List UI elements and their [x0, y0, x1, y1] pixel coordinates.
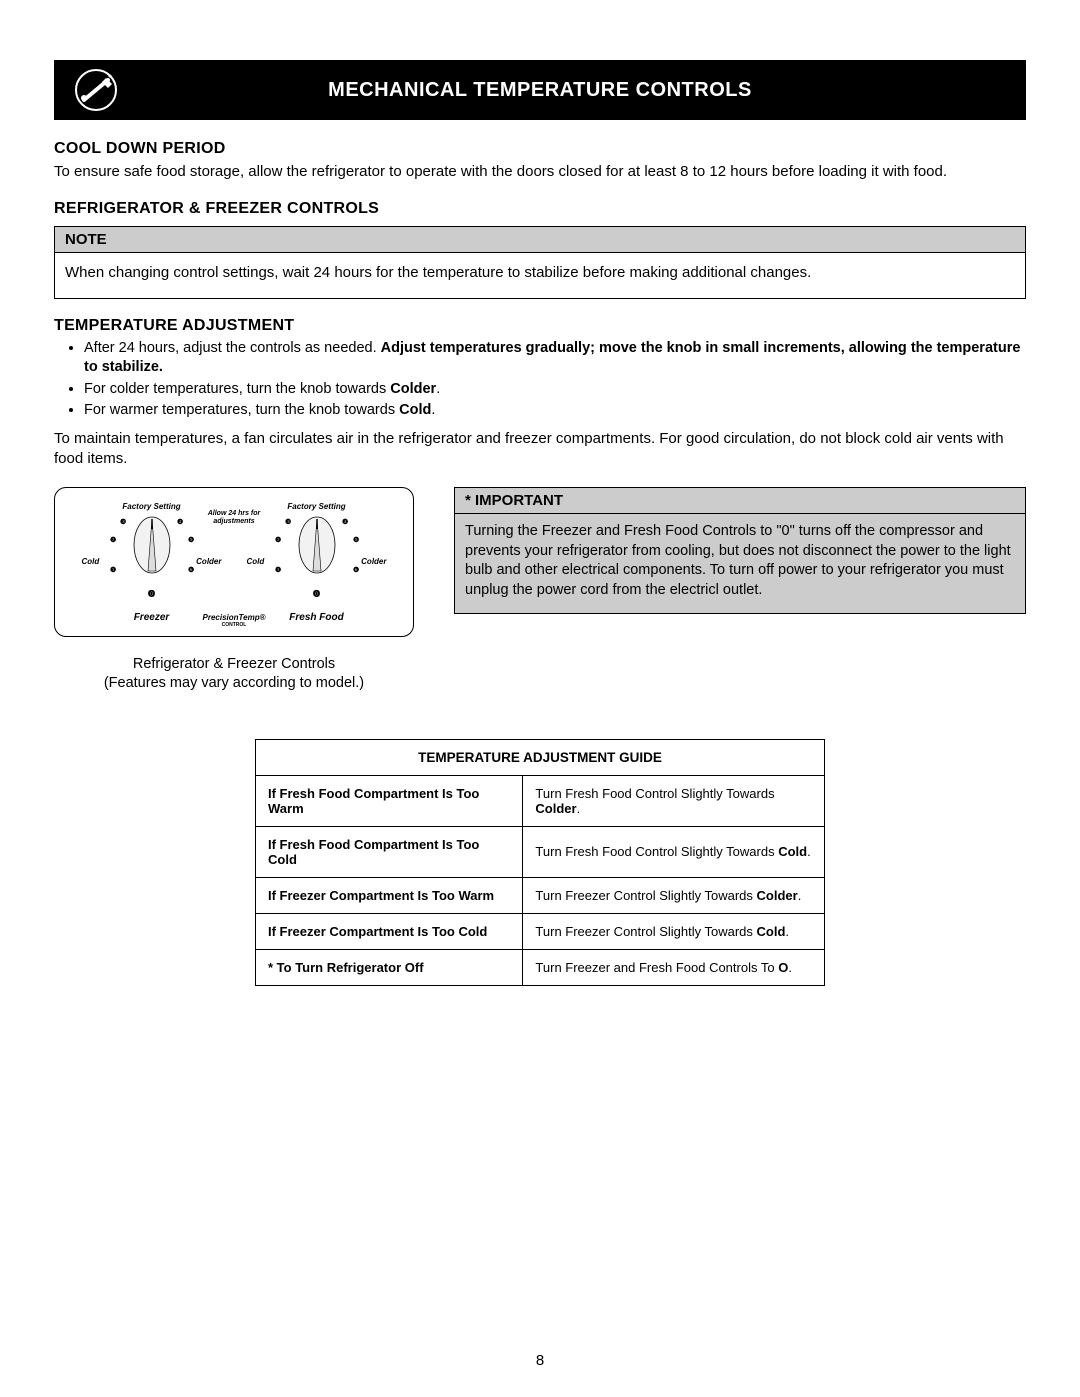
table-row: If Freezer Compartment Is Too Cold Turn …: [256, 913, 825, 949]
freezer-dial-numbers: ❸ ❹ ❷ ❺ ❶ ❻ ⓿: [82, 510, 222, 600]
temp-adjust-after-text: To maintain temperatures, a fan circulat…: [54, 429, 1026, 470]
table-row: If Fresh Food Compartment Is Too Cold Tu…: [256, 826, 825, 877]
controls-heading: REFRIGERATOR & FREEZER CONTROLS: [54, 200, 1026, 218]
svg-text:❶: ❶: [110, 566, 116, 574]
action-cell: Turn Fresh Food Control Slightly Towards…: [523, 775, 825, 826]
freshfood-label: Fresh Food: [247, 612, 387, 623]
bullet-text-pre: After 24 hours, adjust the controls as n…: [84, 340, 381, 356]
header-bar: MECHANICAL TEMPERATURE CONTROLS: [54, 60, 1026, 120]
action-cell: Turn Freezer Control Slightly Towards Co…: [523, 877, 825, 913]
temp-adjust-heading: TEMPERATURE ADJUSTMENT: [54, 317, 1026, 335]
svg-text:❷: ❷: [110, 536, 116, 544]
action-cell: Turn Fresh Food Control Slightly Towards…: [523, 826, 825, 877]
bullet-text-bold: Colder: [390, 381, 436, 397]
svg-text:❻: ❻: [188, 566, 194, 574]
condition-cell: If Fresh Food Compartment Is Too Cold: [256, 826, 523, 877]
cool-down-heading: COOL DOWN PERIOD: [54, 140, 1026, 158]
bullet-text-pre: For warmer temperatures, turn the knob t…: [84, 402, 399, 418]
bullet-text-pre: For colder temperatures, turn the knob t…: [84, 381, 390, 397]
action-cell: Turn Freezer Control Slightly Towards Co…: [523, 913, 825, 949]
important-title: * IMPORTANT: [455, 488, 1025, 514]
note-box: NOTE When changing control settings, wai…: [54, 226, 1026, 298]
list-item: For colder temperatures, turn the knob t…: [84, 380, 1026, 400]
table-title: TEMPERATURE ADJUSTMENT GUIDE: [256, 739, 825, 775]
dial-panel: Allow 24 hrs for adjustments Factory Set…: [54, 487, 414, 693]
important-body: Turning the Freezer and Fresh Food Contr…: [455, 514, 1025, 612]
page-title: MECHANICAL TEMPERATURE CONTROLS: [138, 79, 1006, 102]
page-number: 8: [536, 1352, 544, 1369]
condition-cell: If Fresh Food Compartment Is Too Warm: [256, 775, 523, 826]
action-cell: Turn Freezer and Fresh Food Controls To …: [523, 949, 825, 985]
condition-cell: * To Turn Refrigerator Off: [256, 949, 523, 985]
freezer-label: Freezer: [82, 612, 222, 623]
cool-down-text: To ensure safe food storage, allow the r…: [54, 162, 1026, 182]
freshfood-dial: Factory Setting Cold Colder ❸ ❹ ❷ ❺ ❶: [247, 502, 387, 626]
svg-text:❹: ❹: [177, 518, 183, 526]
bullet-text-post: .: [436, 381, 440, 397]
table-row: * To Turn Refrigerator Off Turn Freezer …: [256, 949, 825, 985]
table-row: If Fresh Food Compartment Is Too Warm Tu…: [256, 775, 825, 826]
table-row: If Freezer Compartment Is Too Warm Turn …: [256, 877, 825, 913]
bullet-text-bold: Cold: [399, 402, 431, 418]
svg-text:⓿: ⓿: [313, 589, 320, 598]
svg-text:❷: ❷: [275, 536, 281, 544]
precision-temp-label: PrecisionTemp® CONTROL: [203, 613, 266, 628]
adjustment-table: TEMPERATURE ADJUSTMENT GUIDE If Fresh Fo…: [255, 739, 825, 986]
svg-text:❶: ❶: [275, 566, 281, 574]
condition-cell: If Freezer Compartment Is Too Warm: [256, 877, 523, 913]
dial-caption: Refrigerator & Freezer Controls (Feature…: [54, 655, 414, 693]
temp-adjust-bullets: After 24 hours, adjust the controls as n…: [54, 339, 1026, 421]
list-item: For warmer temperatures, turn the knob t…: [84, 401, 1026, 421]
bullet-text-post: .: [431, 402, 435, 418]
svg-text:❸: ❸: [120, 518, 126, 526]
svg-text:❹: ❹: [342, 518, 348, 526]
svg-text:❺: ❺: [188, 536, 194, 544]
note-title: NOTE: [55, 227, 1025, 253]
important-box: * IMPORTANT Turning the Freezer and Fres…: [454, 487, 1026, 613]
freezer-dial: Factory Setting Cold Colder ❸ ❹ ❷ ❺: [82, 502, 222, 626]
condition-cell: If Freezer Compartment Is Too Cold: [256, 913, 523, 949]
svg-text:❻: ❻: [353, 566, 359, 574]
svg-text:⓿: ⓿: [148, 589, 155, 598]
note-body: When changing control settings, wait 24 …: [55, 253, 1025, 297]
freshfood-dial-numbers: ❸ ❹ ❷ ❺ ❶ ❻ ⓿: [247, 510, 387, 600]
list-item: After 24 hours, adjust the controls as n…: [84, 339, 1026, 378]
manual-icon: [74, 68, 118, 112]
dial-illustration: Allow 24 hrs for adjustments Factory Set…: [54, 487, 414, 637]
svg-text:❸: ❸: [285, 518, 291, 526]
svg-text:❺: ❺: [353, 536, 359, 544]
